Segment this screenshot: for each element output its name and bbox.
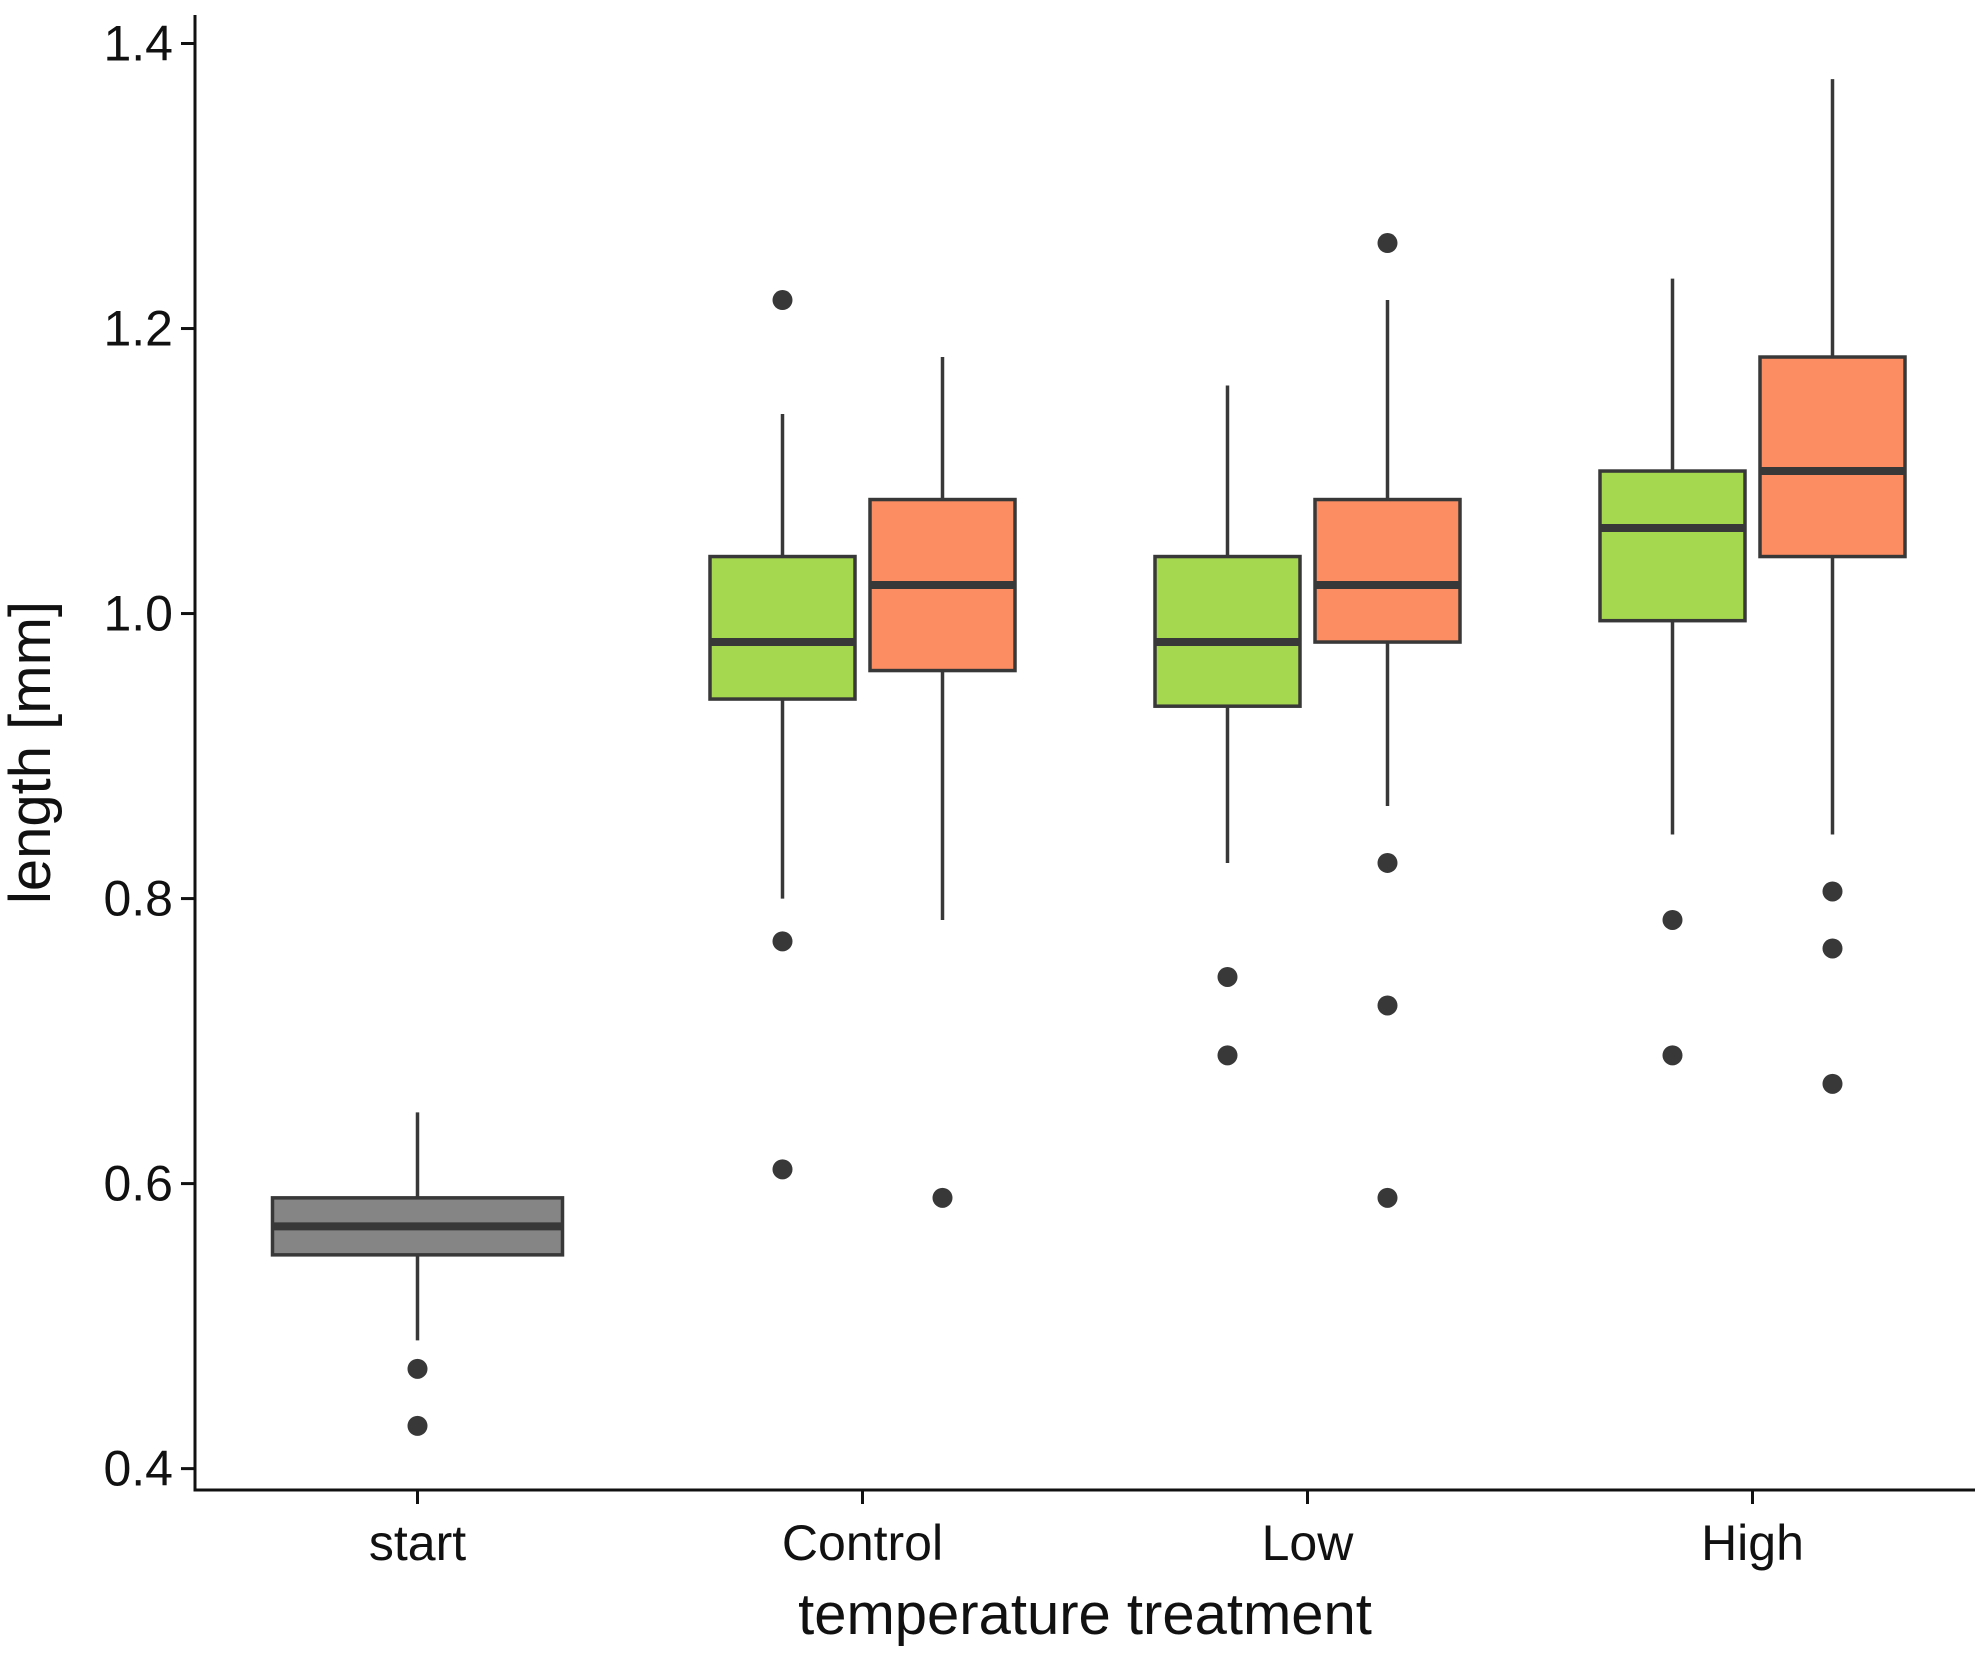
outlier-point xyxy=(772,1159,793,1180)
outlier-point xyxy=(932,1187,953,1208)
box-control-series-a xyxy=(708,290,857,1180)
box-high-series-b xyxy=(1758,79,1907,1094)
outlier-point xyxy=(1822,1073,1843,1094)
outlier-point xyxy=(1662,909,1683,930)
x-tick-label: start xyxy=(369,1515,466,1571)
plot-area xyxy=(270,79,1907,1436)
outlier-point xyxy=(1377,995,1398,1016)
outlier-point xyxy=(772,290,793,311)
x-axis-title: temperature treatment xyxy=(798,1582,1372,1647)
outlier-point xyxy=(407,1415,428,1436)
box-control-series-b xyxy=(868,357,1017,1208)
outlier-point xyxy=(1377,852,1398,873)
outlier-point xyxy=(1377,1187,1398,1208)
outlier-point xyxy=(407,1358,428,1379)
box-iqr xyxy=(1153,554,1302,708)
box-high-series-a xyxy=(1598,278,1747,1066)
outlier-point xyxy=(1822,938,1843,959)
y-tick-label: 1.0 xyxy=(103,586,173,642)
box-iqr xyxy=(1313,497,1462,644)
box-start-start xyxy=(270,1112,565,1436)
outlier-point xyxy=(1217,966,1238,987)
outlier-point xyxy=(1822,881,1843,902)
y-tick-label: 1.4 xyxy=(103,16,173,72)
box-iqr xyxy=(708,554,857,701)
x-axis-ticks: start Control Low High xyxy=(369,1490,1804,1571)
y-tick-label: 0.6 xyxy=(103,1156,173,1212)
box-iqr xyxy=(1598,469,1747,623)
axes: 0.4 0.6 0.8 1.0 1.2 1.4 start Control Low High xyxy=(103,15,1975,1571)
outlier-point xyxy=(1377,233,1398,254)
y-axis-title: length [mm] xyxy=(0,601,63,904)
outlier-point xyxy=(1662,1045,1683,1066)
outlier-point xyxy=(1217,1045,1238,1066)
y-tick-label: 1.2 xyxy=(103,301,173,357)
y-tick-label: 0.8 xyxy=(103,871,173,927)
x-tick-label: High xyxy=(1701,1515,1804,1571)
box-iqr xyxy=(1758,355,1907,559)
outlier-point xyxy=(772,931,793,952)
y-tick-label: 0.4 xyxy=(103,1441,173,1497)
box-low-series-a xyxy=(1153,385,1302,1066)
x-tick-label: Control xyxy=(782,1515,943,1571)
y-axis-ticks: 0.4 0.6 0.8 1.0 1.2 1.4 xyxy=(103,16,195,1497)
box-low-series-b xyxy=(1313,233,1462,1208)
x-tick-label: Low xyxy=(1262,1515,1355,1571)
